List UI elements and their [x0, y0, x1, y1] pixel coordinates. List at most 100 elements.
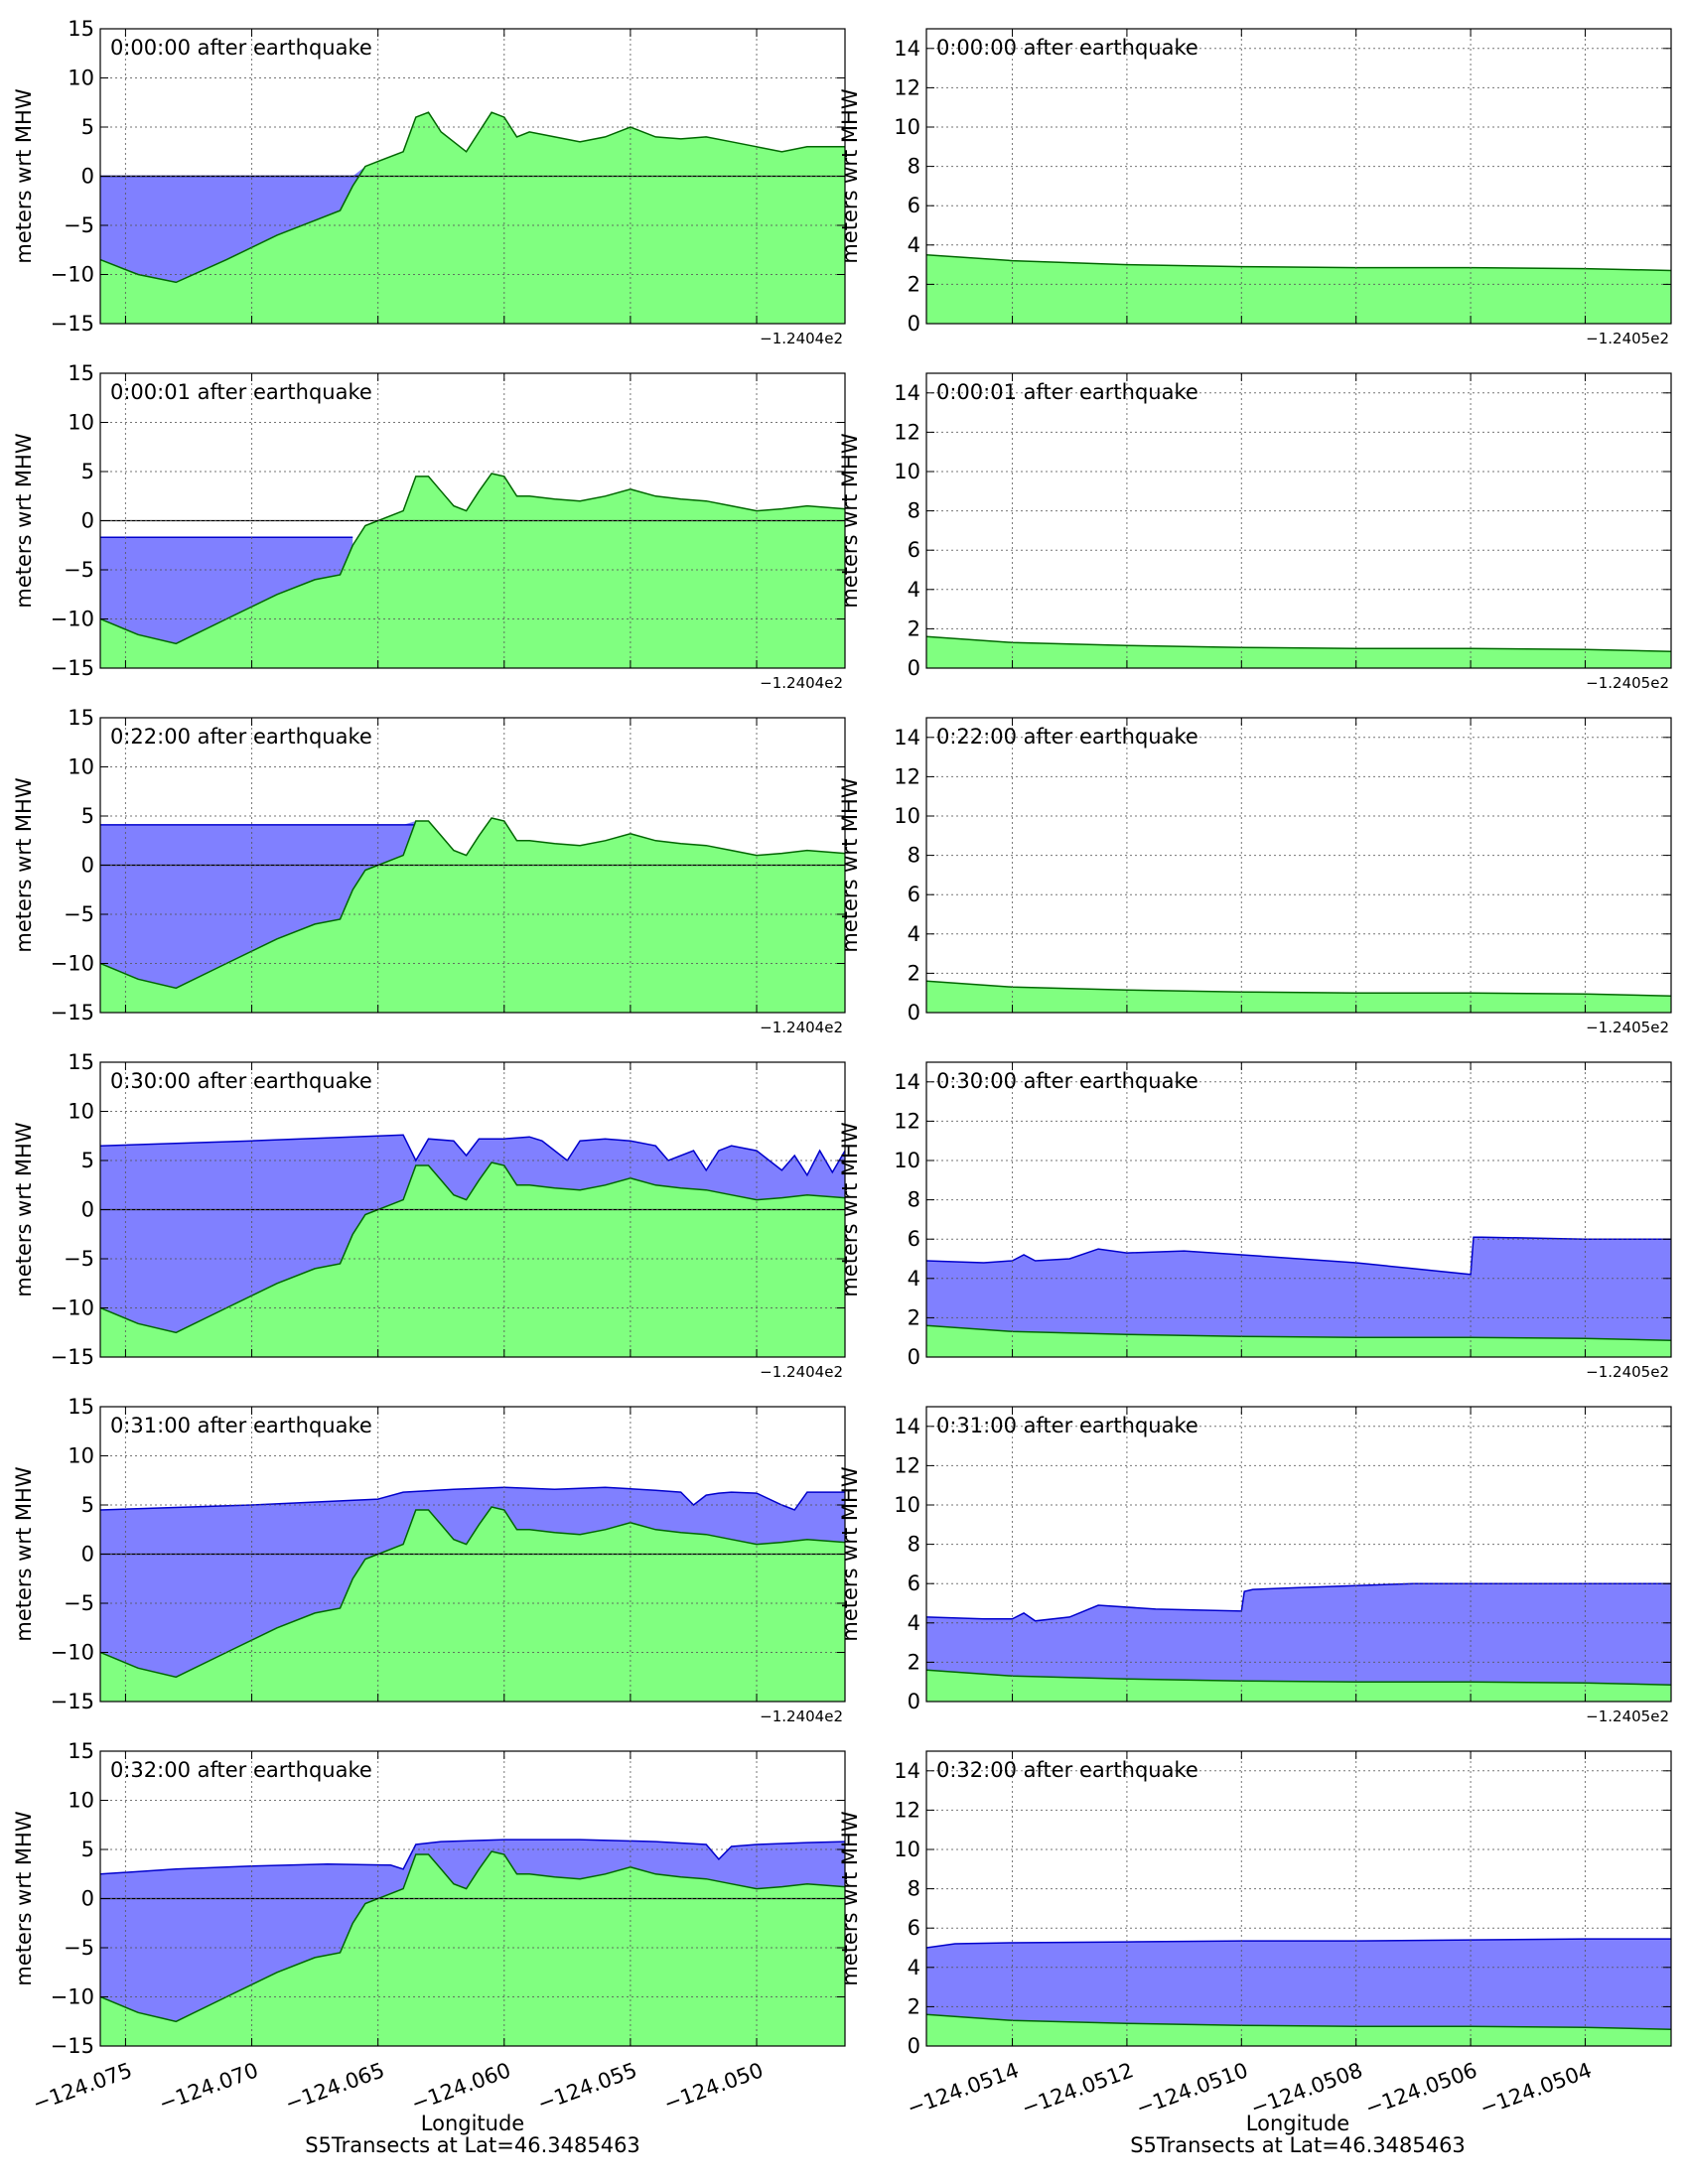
- y-tick-label: −5: [64, 1936, 94, 1960]
- ground-line: [926, 980, 1671, 997]
- y-axis-label: meters wrt MHW: [12, 1122, 36, 1297]
- panel-time-label: 0:30:00 after earthquake: [110, 1069, 372, 1093]
- y-axis-label: meters wrt MHW: [12, 777, 36, 952]
- y-tick-label: 12: [894, 1798, 920, 1822]
- ground-area: [926, 1670, 1671, 1702]
- y-tick-label: 14: [894, 1759, 920, 1783]
- axes-frame: [925, 1406, 1672, 1703]
- water-surface-line: [100, 1839, 845, 1875]
- water-surface-line: [926, 1582, 1671, 1622]
- y-axis-label: meters wrt MHW: [838, 88, 862, 263]
- y-axis-label: meters wrt MHW: [12, 433, 36, 608]
- y-tick-label: 4: [908, 1611, 920, 1635]
- axes-frame: [925, 717, 1672, 1014]
- y-axis-label: meters wrt MHW: [12, 1466, 36, 1641]
- y-tick-label: 6: [908, 194, 920, 217]
- x-tick-label: −124.0514: [904, 2058, 1022, 2120]
- y-tick-label: 0: [908, 2034, 920, 2058]
- y-tick-label: −10: [51, 263, 94, 287]
- x-offset-label: −1.2404e2: [760, 674, 843, 692]
- right-caption: S5Transects at Lat=46.3485463: [1130, 2133, 1466, 2157]
- y-tick-label: −5: [64, 1247, 94, 1271]
- y-tick-label: 8: [908, 155, 920, 179]
- left-xlabel: Longitude: [421, 2112, 524, 2135]
- ground-area: [100, 1851, 845, 2046]
- ground-line: [926, 1669, 1671, 1686]
- plot-area: [100, 473, 845, 668]
- x-tick-label: −124.065: [282, 2058, 387, 2116]
- y-tick-label: 4: [908, 1267, 920, 1291]
- grid: [100, 373, 845, 668]
- y-tick-label: 5: [81, 115, 94, 139]
- y-tick-label: 14: [894, 1070, 920, 1094]
- ground-area: [100, 112, 845, 324]
- panel-right-4: 0 2 4 6 8 10 12 14 meters wrt MHW 0:30:00 after e…: [838, 1061, 1672, 1381]
- y-tick-label: 10: [68, 1100, 94, 1124]
- ground-area: [926, 981, 1671, 1013]
- y-tick-label: 2: [908, 961, 920, 985]
- ground-line: [100, 1506, 845, 1679]
- water-area: [100, 1840, 845, 2022]
- plot-area: [926, 1582, 1671, 1702]
- axes-frame: [925, 372, 1672, 669]
- y-tick-label: 15: [68, 1050, 94, 1074]
- y-tick-label: 15: [68, 361, 94, 385]
- plot-area: [100, 1486, 845, 1702]
- x-tick-label: −124.075: [30, 2058, 135, 2116]
- x-tick-label: −124.055: [534, 2058, 639, 2116]
- y-tick-label: 4: [908, 578, 920, 602]
- panel-time-label: 0:00:01 after earthquake: [110, 380, 372, 404]
- x-tick-label: −124.0504: [1477, 2058, 1595, 2120]
- axes-frame: [925, 1750, 1672, 2047]
- panel-time-label: 0:32:00 after earthquake: [110, 1758, 372, 1782]
- grid: [100, 1751, 845, 2046]
- water-surface-line: [100, 1486, 845, 1511]
- y-tick-label: 10: [68, 411, 94, 435]
- ground-area: [100, 1507, 845, 1702]
- x-offset-label: −1.2404e2: [760, 1019, 843, 1036]
- y-tick-label: 2: [908, 1650, 920, 1674]
- y-tick-label: 2: [908, 1994, 920, 2018]
- y-tick-label: −10: [51, 952, 94, 976]
- ground-line: [926, 635, 1671, 652]
- x-offset-label: −1.2405e2: [1586, 330, 1669, 347]
- grid: [100, 1062, 845, 1357]
- grid: [926, 373, 1671, 668]
- ground-line: [100, 1161, 845, 1334]
- grid: [926, 1062, 1671, 1357]
- plot-area: [926, 1236, 1671, 1357]
- y-tick-label: 8: [908, 1877, 920, 1901]
- y-axis-label: meters wrt MHW: [838, 777, 862, 952]
- panel-right-6: 0 2 4 6 8 10 12 14 meters wrt MHW 0:32:00 after e…: [838, 1750, 1672, 2120]
- y-tick-label: 15: [68, 1739, 94, 1763]
- y-axis-label: meters wrt MHW: [838, 433, 862, 608]
- grid: [926, 718, 1671, 1013]
- grid: [926, 29, 1671, 324]
- x-offset-label: −1.2404e2: [760, 330, 843, 347]
- y-tick-label: 2: [908, 1305, 920, 1329]
- grid: [926, 1751, 1671, 2046]
- panel-time-label: 0:00:00 after earthquake: [110, 36, 372, 60]
- y-tick-label: 2: [908, 616, 920, 640]
- y-tick-label: 14: [894, 726, 920, 750]
- y-tick-label: 4: [908, 1956, 920, 1979]
- y-tick-label: 12: [894, 75, 920, 99]
- plot-area: [100, 1839, 845, 2046]
- y-tick-label: 12: [894, 1109, 920, 1133]
- y-tick-label: 15: [68, 17, 94, 41]
- y-tick-label: 10: [894, 1493, 920, 1517]
- y-tick-label: 10: [68, 1789, 94, 1813]
- y-tick-label: 5: [81, 1493, 94, 1517]
- y-tick-label: 15: [68, 706, 94, 730]
- y-tick-label: −10: [51, 1641, 94, 1665]
- plot-area: [100, 1134, 845, 1357]
- ground-line: [100, 817, 845, 990]
- plot-area: [926, 980, 1671, 1013]
- y-axis-label: meters wrt MHW: [12, 88, 36, 263]
- axes-frame: [925, 1061, 1672, 1358]
- y-tick-label: 0: [81, 1543, 94, 1567]
- water-area: [100, 537, 353, 644]
- right-xlabel: Longitude: [1246, 2112, 1349, 2135]
- x-tick-label: −124.0512: [1019, 2058, 1137, 2120]
- y-tick-label: 2: [908, 272, 920, 296]
